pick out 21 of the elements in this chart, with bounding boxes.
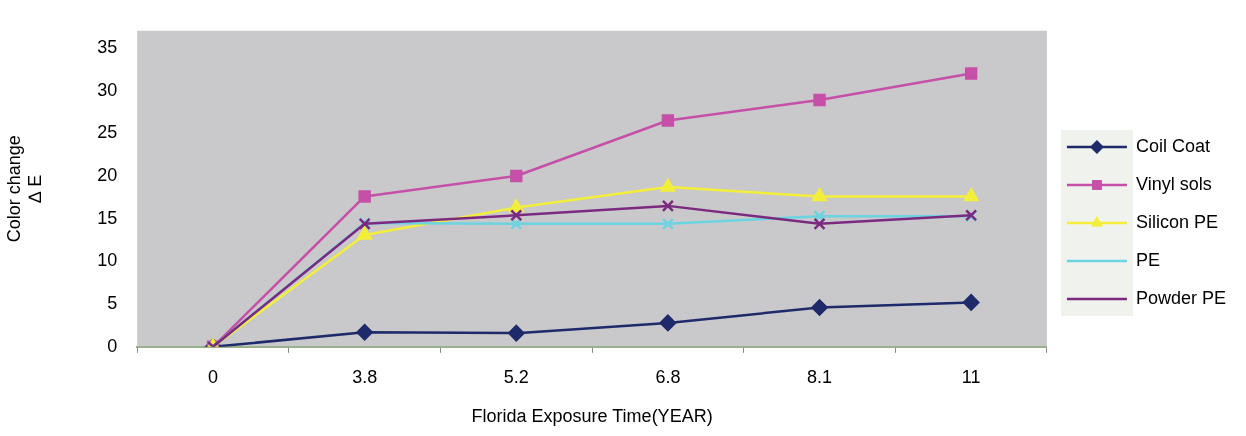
legend-label: Powder PE [1135,287,1226,308]
y-tick-label: 15 [97,207,118,228]
y-tick-label: 25 [97,122,118,143]
x-tick-label: 6.8 [655,366,681,387]
legend-label: Coil Coat [1135,135,1210,156]
x-axis-title: Florida Exposure Time(YEAR) [471,406,713,427]
y-tick-label: 35 [97,36,118,57]
x-tick-label: 0 [208,366,219,387]
legend-label: Vinyl sols [1135,173,1212,194]
legend-label: Silicon PE [1135,211,1218,232]
y-tick-label: 5 [107,293,118,314]
legend-label: PE [1135,249,1160,270]
x-tick-label: 5.2 [503,366,529,387]
x-tick-label: 8.1 [807,366,833,387]
y-axis-title: Color change ∆ E [3,135,46,243]
y-tick-label: 20 [97,164,118,185]
y-tick-label: 10 [97,250,118,271]
x-tick-label: 11 [961,366,981,387]
y-tick-label: 0 [107,335,118,356]
y-tick-label: 30 [97,79,118,100]
x-tick-label: 3.8 [352,366,378,387]
